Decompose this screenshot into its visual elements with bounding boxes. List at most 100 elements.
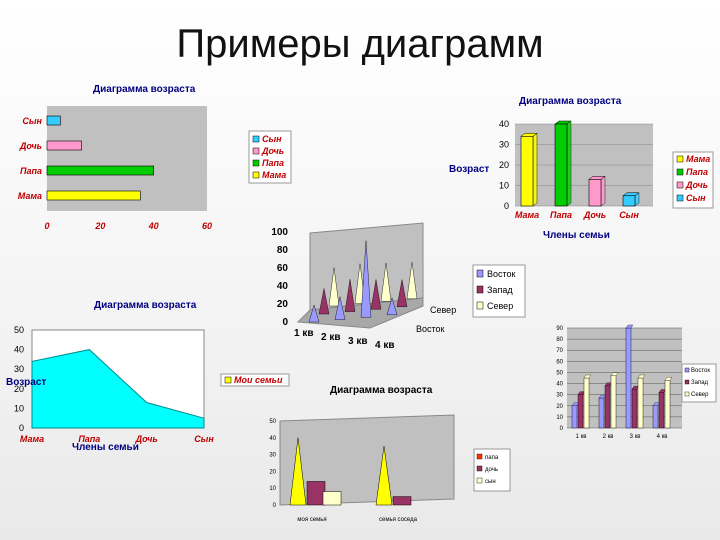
chart1-bar xyxy=(46,140,82,151)
chart4-y-tick-label: 40 xyxy=(14,345,24,355)
chart3-legend-swatch xyxy=(476,301,484,310)
chart5-bar xyxy=(658,392,665,429)
chart-age-horizontal: Диаграмма возраста Сын Дочь Папа Мама 0 20 40… xyxy=(18,84,292,231)
chart6-legend-swatch xyxy=(476,453,483,460)
chart1-category-label: Мама xyxy=(18,191,42,201)
chart6-back-wall xyxy=(279,414,455,506)
chart5-bar xyxy=(583,377,590,429)
chart4-xlabel: Члены семьи xyxy=(72,442,139,453)
chart1-x-tick-label: 20 xyxy=(94,221,105,231)
chart2-category-label: Папа xyxy=(550,210,572,220)
chart2-category-label: Сын xyxy=(619,210,639,220)
chart5-y-tick-label: 70 xyxy=(556,348,563,354)
chart5-bar-top xyxy=(664,377,673,381)
chart3-cone xyxy=(396,279,408,308)
chart6-bar xyxy=(306,481,326,506)
chart6-y-tick-label: 50 xyxy=(269,419,276,425)
chart4-legend-label: Мои семьи xyxy=(234,375,283,385)
chart1-x-tick-label: 60 xyxy=(202,221,212,231)
chart5-legend-swatch xyxy=(684,379,690,385)
chart4-y-tick-label: 30 xyxy=(14,364,24,374)
chart5-bar xyxy=(625,327,632,429)
chart5-y-tick-label: 50 xyxy=(556,370,563,376)
chart5-y-tick-label: 20 xyxy=(556,404,563,410)
chart5-bar-top xyxy=(610,372,619,376)
chart3-depth-label-east: Восток xyxy=(416,324,445,334)
chart5-y-tick-label: 60 xyxy=(556,359,563,365)
chart1-legend-label: Дочь xyxy=(261,146,284,156)
chart1-bar xyxy=(46,165,154,176)
chart3-legend-label: Север xyxy=(487,301,513,311)
chart2-category-label: Дочь xyxy=(583,210,606,220)
chart5-y-tick-label: 90 xyxy=(556,326,563,332)
chart5-y-tick-label: 10 xyxy=(556,415,563,421)
chart5-legend-label: Запад xyxy=(691,380,709,386)
chart1-legend-swatch xyxy=(252,135,260,143)
chart3-cone xyxy=(344,279,356,312)
chart5-category-label: 4 кв xyxy=(657,434,668,440)
chart1-category-label: Сын xyxy=(22,116,42,126)
chart2-bar xyxy=(622,195,636,207)
chart4-category-label: Мама xyxy=(20,434,44,444)
chart1-legend: Сын Дочь Папа Мама xyxy=(248,130,292,184)
chart3-category-label: 3 кв xyxy=(348,336,368,347)
chart5-y-tick-label: 80 xyxy=(556,337,563,343)
chart5-y-tick-label: 40 xyxy=(556,382,563,388)
chart5-bar xyxy=(598,397,605,429)
chart1-category-label: Папа xyxy=(20,166,42,176)
chart5-bar xyxy=(637,377,644,429)
chart2-bar xyxy=(588,179,602,207)
chart4-area-series xyxy=(31,349,205,429)
chart3-cone xyxy=(386,297,398,316)
chart1-legend-swatch xyxy=(252,171,260,179)
chart1-x-tick-label: 40 xyxy=(148,221,159,231)
chart2-legend-swatch xyxy=(676,194,684,202)
chart2-legend-label: Дочь xyxy=(685,180,708,190)
chart2-legend: Мама Папа Дочь Сын xyxy=(672,151,714,209)
chart3-category-label: 4 кв xyxy=(375,340,395,351)
chart-quarters-clustered: 0 10 20 30 40 50 60 70 80 90 1 кв 2 кв 3 кв 4 кв Вос… xyxy=(556,324,717,440)
chart6-legend-swatch xyxy=(476,465,483,472)
chart6-legend-label: папа xyxy=(485,455,499,461)
chart3-cone xyxy=(328,267,340,307)
chart5-bar-top xyxy=(625,324,634,329)
chart-family-cones: Диаграмма возраста 0 10 20 30 40 50 моя семья… xyxy=(269,385,511,523)
chart2-y-tick-label: 0 xyxy=(504,201,509,211)
chart6-y-tick-label: 10 xyxy=(269,486,276,492)
chart3-cone xyxy=(406,262,418,300)
chart4-y-tick-label: 0 xyxy=(19,423,24,433)
chart5-y-tick-label: 0 xyxy=(560,426,564,432)
chart2-bar xyxy=(520,135,534,207)
chart6-legend: папа дочь сын xyxy=(473,448,511,492)
chart6-cone xyxy=(289,437,307,506)
chart3-legend-swatch xyxy=(476,269,484,278)
chart6-y-tick-label: 0 xyxy=(273,503,277,509)
chart6-bar xyxy=(392,496,412,506)
chart1-category-label: Дочь xyxy=(19,141,42,151)
chart4-y-tick-label: 10 xyxy=(14,403,24,413)
chart3-y-tick-label: 0 xyxy=(282,317,288,328)
chart3-legend: Восток Запад Север xyxy=(472,264,526,318)
chart5-legend-swatch xyxy=(684,391,690,397)
slide-title: Примеры диаграмм xyxy=(176,22,544,66)
chart6-legend-swatch xyxy=(476,477,483,484)
chart5-bar-top xyxy=(583,374,592,379)
chart2-category-label: Мама xyxy=(515,210,539,220)
chart2-y-tick-label: 30 xyxy=(499,140,509,150)
chart1-legend-label: Мама xyxy=(262,170,286,180)
chart4-category-label: Сын xyxy=(194,434,214,444)
chart-age-area: Диаграмма возраста 0 10 20 30 40 50 Мама Папа Д… xyxy=(6,300,290,453)
chart5-y-tick-label: 30 xyxy=(556,393,563,399)
chart3-cone xyxy=(318,288,330,315)
chart3-cone xyxy=(360,240,372,318)
chart5-bar xyxy=(631,388,638,429)
chart2-bar-side xyxy=(600,175,606,207)
chart-quarters-cones-3d: 0 20 40 60 80 100 1 кв 2 кв 3 кв 4 кв Север Вост… xyxy=(271,222,526,351)
chart1-x-tick-label: 0 xyxy=(44,221,49,231)
chart5-legend: Восток Запад Север xyxy=(681,363,717,403)
chart3-legend-swatch xyxy=(476,285,484,294)
chart3-cone xyxy=(334,296,346,320)
chart2-legend-label: Сын xyxy=(686,193,706,203)
chart5-bar xyxy=(577,394,584,429)
chart5-category-label: 3 кв xyxy=(630,434,641,440)
